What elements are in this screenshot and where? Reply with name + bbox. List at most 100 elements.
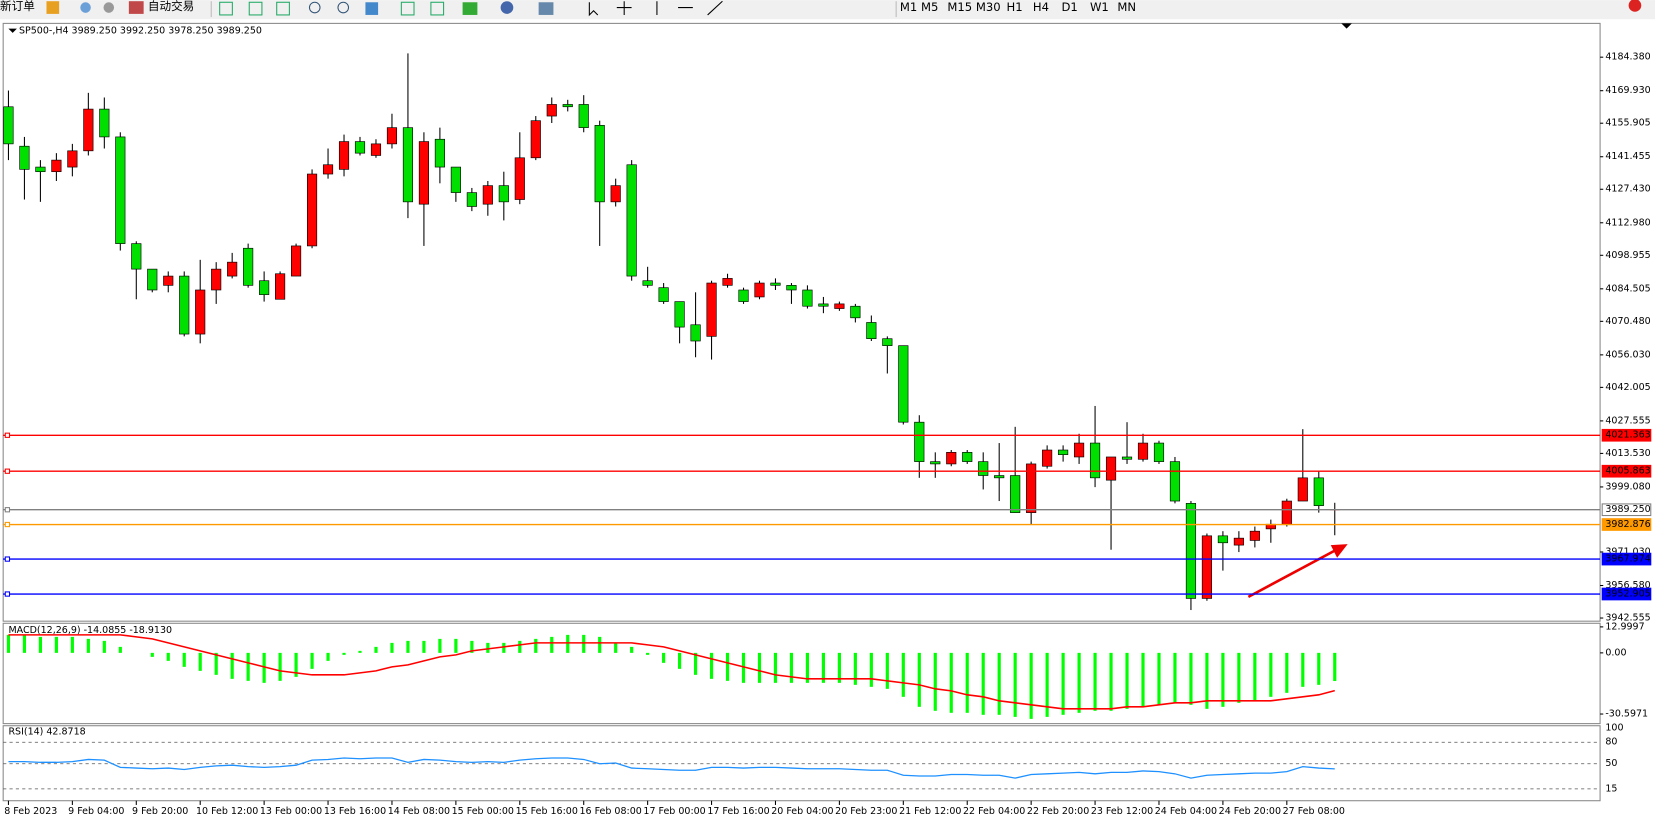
timeframe-button[interactable]: M1 [900, 0, 917, 14]
icon[interactable] [656, 0, 723, 16]
x-tick-label: 22 Feb 20:00 [1027, 806, 1089, 817]
icon[interactable] [400, 1, 415, 16]
icon[interactable] [219, 1, 233, 16]
candle-body [818, 303, 829, 307]
timeframe-button[interactable]: H4 [1033, 0, 1049, 14]
timeframe-button[interactable]: M5 [921, 0, 938, 14]
y-tick-label: 4127.430 [1605, 184, 1650, 195]
icon[interactable] [46, 1, 60, 14]
timeframe-button[interactable]: D1 [1061, 0, 1077, 14]
level-handle [4, 521, 11, 528]
icon[interactable] [308, 1, 321, 14]
candle-body [1217, 535, 1228, 544]
x-tick-label: 15 Feb 00:00 [452, 806, 514, 817]
auto-trading[interactable]: 自动交易 [148, 0, 194, 13]
candle-body [1105, 456, 1117, 481]
y-tick-label: 15 [1605, 783, 1617, 794]
icon[interactable] [588, 2, 599, 17]
candle-body [450, 166, 461, 193]
macd-panel [2, 622, 1601, 725]
timeframe-button[interactable]: M30 [976, 0, 1001, 14]
annotation-arrowhead [1330, 544, 1348, 558]
rsi-line [8, 757, 1335, 779]
level-handle [4, 432, 11, 438]
timeframe-button[interactable]: H1 [1007, 0, 1023, 14]
candle-body [978, 461, 989, 476]
level-handle [4, 591, 11, 597]
icon[interactable] [365, 2, 379, 15]
candle-body [514, 157, 525, 200]
candle-body [418, 141, 429, 205]
y-tick-label: 12.9997 [1605, 621, 1644, 632]
icon[interactable] [500, 1, 514, 14]
level-label: 3967.974 [1605, 554, 1650, 565]
icon[interactable] [462, 2, 478, 15]
chart-title: SP500-,H4 3989.250 3992.250 3978.250 398… [19, 25, 262, 36]
candle-body [1121, 456, 1133, 460]
macd-title: MACD(12,26,9) -14.0855 -18.9130 [8, 625, 172, 636]
y-tick-label: 100 [1605, 722, 1623, 733]
icon[interactable] [103, 2, 115, 13]
y-tick-label: 4112.980 [1605, 217, 1650, 228]
y-tick-label: 0.00 [1605, 647, 1626, 658]
timeframe-button[interactable]: M15 [947, 0, 972, 14]
candle-body [306, 173, 318, 247]
candle-body [1042, 449, 1053, 467]
candle-body [99, 108, 110, 138]
candle-body [578, 104, 589, 128]
candle-body [754, 282, 765, 298]
candle-body [386, 127, 398, 145]
y-tick-label: 4169.930 [1605, 85, 1650, 96]
y-tick-label: -30.5971 [1605, 709, 1648, 720]
level-label: 3982.876 [1605, 519, 1650, 530]
notification[interactable] [1628, 0, 1642, 12]
new-order[interactable]: 新订单 [0, 0, 35, 13]
candle-body [1281, 500, 1292, 525]
candle-body [195, 289, 206, 335]
y-tick-label: 4084.505 [1605, 283, 1650, 294]
icon[interactable] [128, 1, 144, 14]
icon[interactable] [538, 2, 554, 15]
icon[interactable] [248, 1, 263, 16]
icon[interactable] [430, 1, 445, 16]
candle-body [786, 285, 797, 291]
timeframe-button[interactable]: MN [1117, 0, 1136, 14]
level-tag [1601, 503, 1652, 517]
toolbar [0, 0, 1655, 20]
icon[interactable] [276, 1, 290, 16]
candle-body [850, 305, 861, 319]
candle-body [51, 159, 62, 173]
shift-marker [1341, 23, 1352, 29]
timeframe-button[interactable]: W1 [1090, 0, 1109, 14]
x-tick-label: 24 Feb 20:00 [1219, 806, 1281, 817]
candle-body [115, 136, 126, 244]
candle-body [1313, 477, 1324, 506]
candle-body [354, 141, 366, 154]
price-panel [2, 22, 1601, 622]
level-label: 3952.905 [1605, 589, 1650, 600]
candle-body [211, 268, 222, 291]
x-tick-label: 20 Feb 04:00 [771, 806, 833, 817]
x-tick-label: 17 Feb 16:00 [707, 806, 769, 817]
x-tick-label: 24 Feb 04:00 [1155, 806, 1217, 817]
level-tag [1601, 428, 1652, 442]
icon[interactable] [337, 1, 350, 14]
level-handle [4, 468, 11, 474]
rsi-title: RSI(14) 42.8718 [8, 727, 85, 738]
candle-body [1137, 442, 1149, 460]
candle-body [1089, 442, 1101, 479]
level-tag [1601, 587, 1652, 601]
separator [895, 1, 897, 18]
candle-body [291, 245, 302, 277]
candle-body [35, 166, 46, 173]
y-tick-label: 3971.030 [1605, 546, 1650, 557]
y-tick-label: 3942.555 [1605, 613, 1650, 624]
candle-body [1297, 477, 1308, 502]
candle-body [626, 164, 637, 277]
icon[interactable] [616, 1, 632, 15]
level-tag [1601, 552, 1652, 566]
y-tick-label: 50 [1605, 758, 1617, 769]
candle-body [834, 303, 845, 309]
icon[interactable] [80, 2, 91, 13]
